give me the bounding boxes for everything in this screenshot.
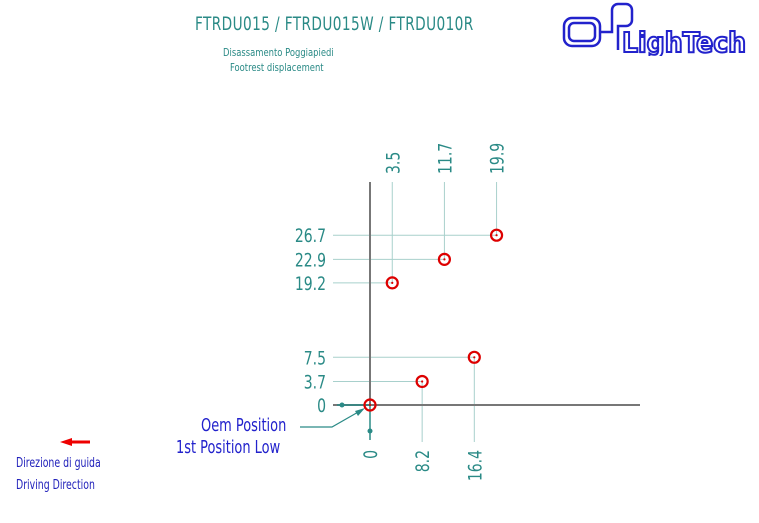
position-marker-center <box>495 234 498 237</box>
position-marker <box>437 252 452 266</box>
arrow-left-icon <box>60 438 90 446</box>
oem-position-label: Oem Position <box>201 415 287 436</box>
leader-arrowhead <box>355 408 365 416</box>
position-marker <box>489 228 504 242</box>
subtitle-english: Footrest displacement <box>230 61 324 74</box>
position-marker-center <box>443 258 446 261</box>
x-tick-label: 8.2 <box>413 450 435 472</box>
position-marker <box>385 276 399 290</box>
x-tick-label: 0 <box>361 450 383 459</box>
leader-line <box>300 410 361 428</box>
dimension-dot <box>339 402 345 408</box>
page-title: FTRDU015 / FTRDU015W / FTRDU010R <box>195 13 474 35</box>
driving-direction-italian: Direzione di guida <box>16 456 101 471</box>
position-marker <box>415 374 429 389</box>
x-tick-label: 3.5 <box>383 152 405 174</box>
x-tick-label: 19.9 <box>487 143 509 174</box>
y-tick-label: 22.9 <box>295 250 326 272</box>
y-tick-label: 3.7 <box>304 372 326 394</box>
y-tick-label: 7.5 <box>304 348 326 370</box>
lightech-logo: LighTech <box>562 2 747 56</box>
y-tick-label: 26.7 <box>295 226 326 248</box>
x-tick-label: 11.7 <box>435 143 457 174</box>
position-marker <box>467 350 481 364</box>
position-marker <box>363 398 377 412</box>
position-marker-center <box>421 380 424 383</box>
position-marker-center <box>391 281 394 284</box>
y-tick-label: 0 <box>317 396 326 418</box>
x-tick-label: 16.4 <box>465 450 487 481</box>
subtitle-italian: Disassamento Poggiapiedi <box>223 46 334 59</box>
position-marker-center <box>368 403 372 407</box>
y-tick-label: 19.2 <box>295 273 326 295</box>
dimension-dot <box>367 428 373 434</box>
position-marker-center <box>473 356 476 359</box>
first-position-low-label: 1st Position Low <box>176 437 281 458</box>
logo-text: LighTech <box>622 26 746 56</box>
driving-direction-english: Driving Direction <box>16 478 95 493</box>
